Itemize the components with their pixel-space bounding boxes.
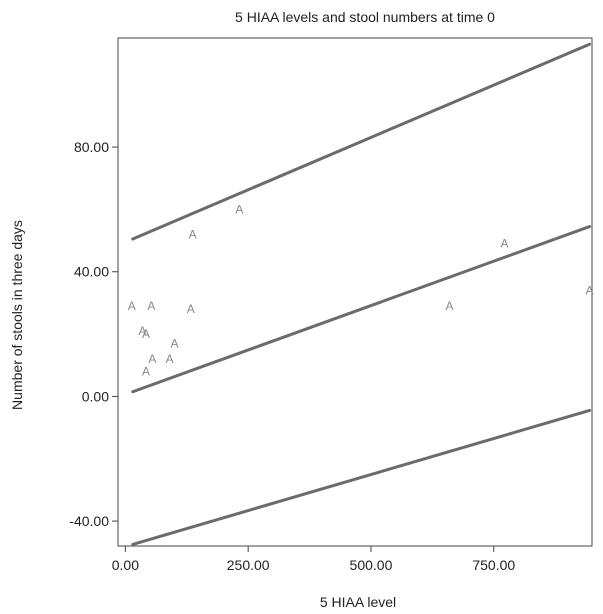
data-point: A [446, 299, 454, 313]
data-point: A [586, 283, 594, 297]
plot-area-frame [118, 38, 592, 546]
x-tick-label: 750.00 [472, 557, 515, 573]
data-point: A [170, 336, 178, 350]
data-point: A [147, 299, 155, 313]
regression-lines [133, 44, 590, 544]
y-axis: -40.00 0.00 40.00 80.00 [69, 139, 118, 529]
x-tick-label: 500.00 [350, 557, 393, 573]
fit-line [133, 227, 590, 392]
lower-band-line [133, 410, 590, 544]
x-axis-label: 5 HIAA level [320, 594, 396, 610]
x-tick-label: 250.00 [227, 557, 270, 573]
data-point: A [187, 302, 195, 316]
chart-title: 5 HIAA levels and stool numbers at time … [235, 9, 495, 25]
data-point: A [142, 327, 150, 341]
y-tick-label: -40.00 [69, 513, 109, 529]
data-point: A [501, 237, 509, 251]
data-point: A [142, 364, 150, 378]
y-axis-label: Number of stools in three days [9, 220, 25, 410]
x-tick-label: 0.00 [112, 557, 139, 573]
y-tick-label: 80.00 [74, 139, 109, 155]
y-tick-label: 40.00 [74, 264, 109, 280]
data-point: A [166, 352, 174, 366]
data-point: A [148, 352, 156, 366]
data-point: A [128, 299, 136, 313]
y-tick-label: 0.00 [82, 388, 109, 404]
x-axis: 0.00 250.00 500.00 750.00 [112, 546, 516, 573]
data-point: A [189, 227, 197, 241]
upper-band-line [133, 44, 590, 239]
data-point: A [235, 202, 243, 216]
